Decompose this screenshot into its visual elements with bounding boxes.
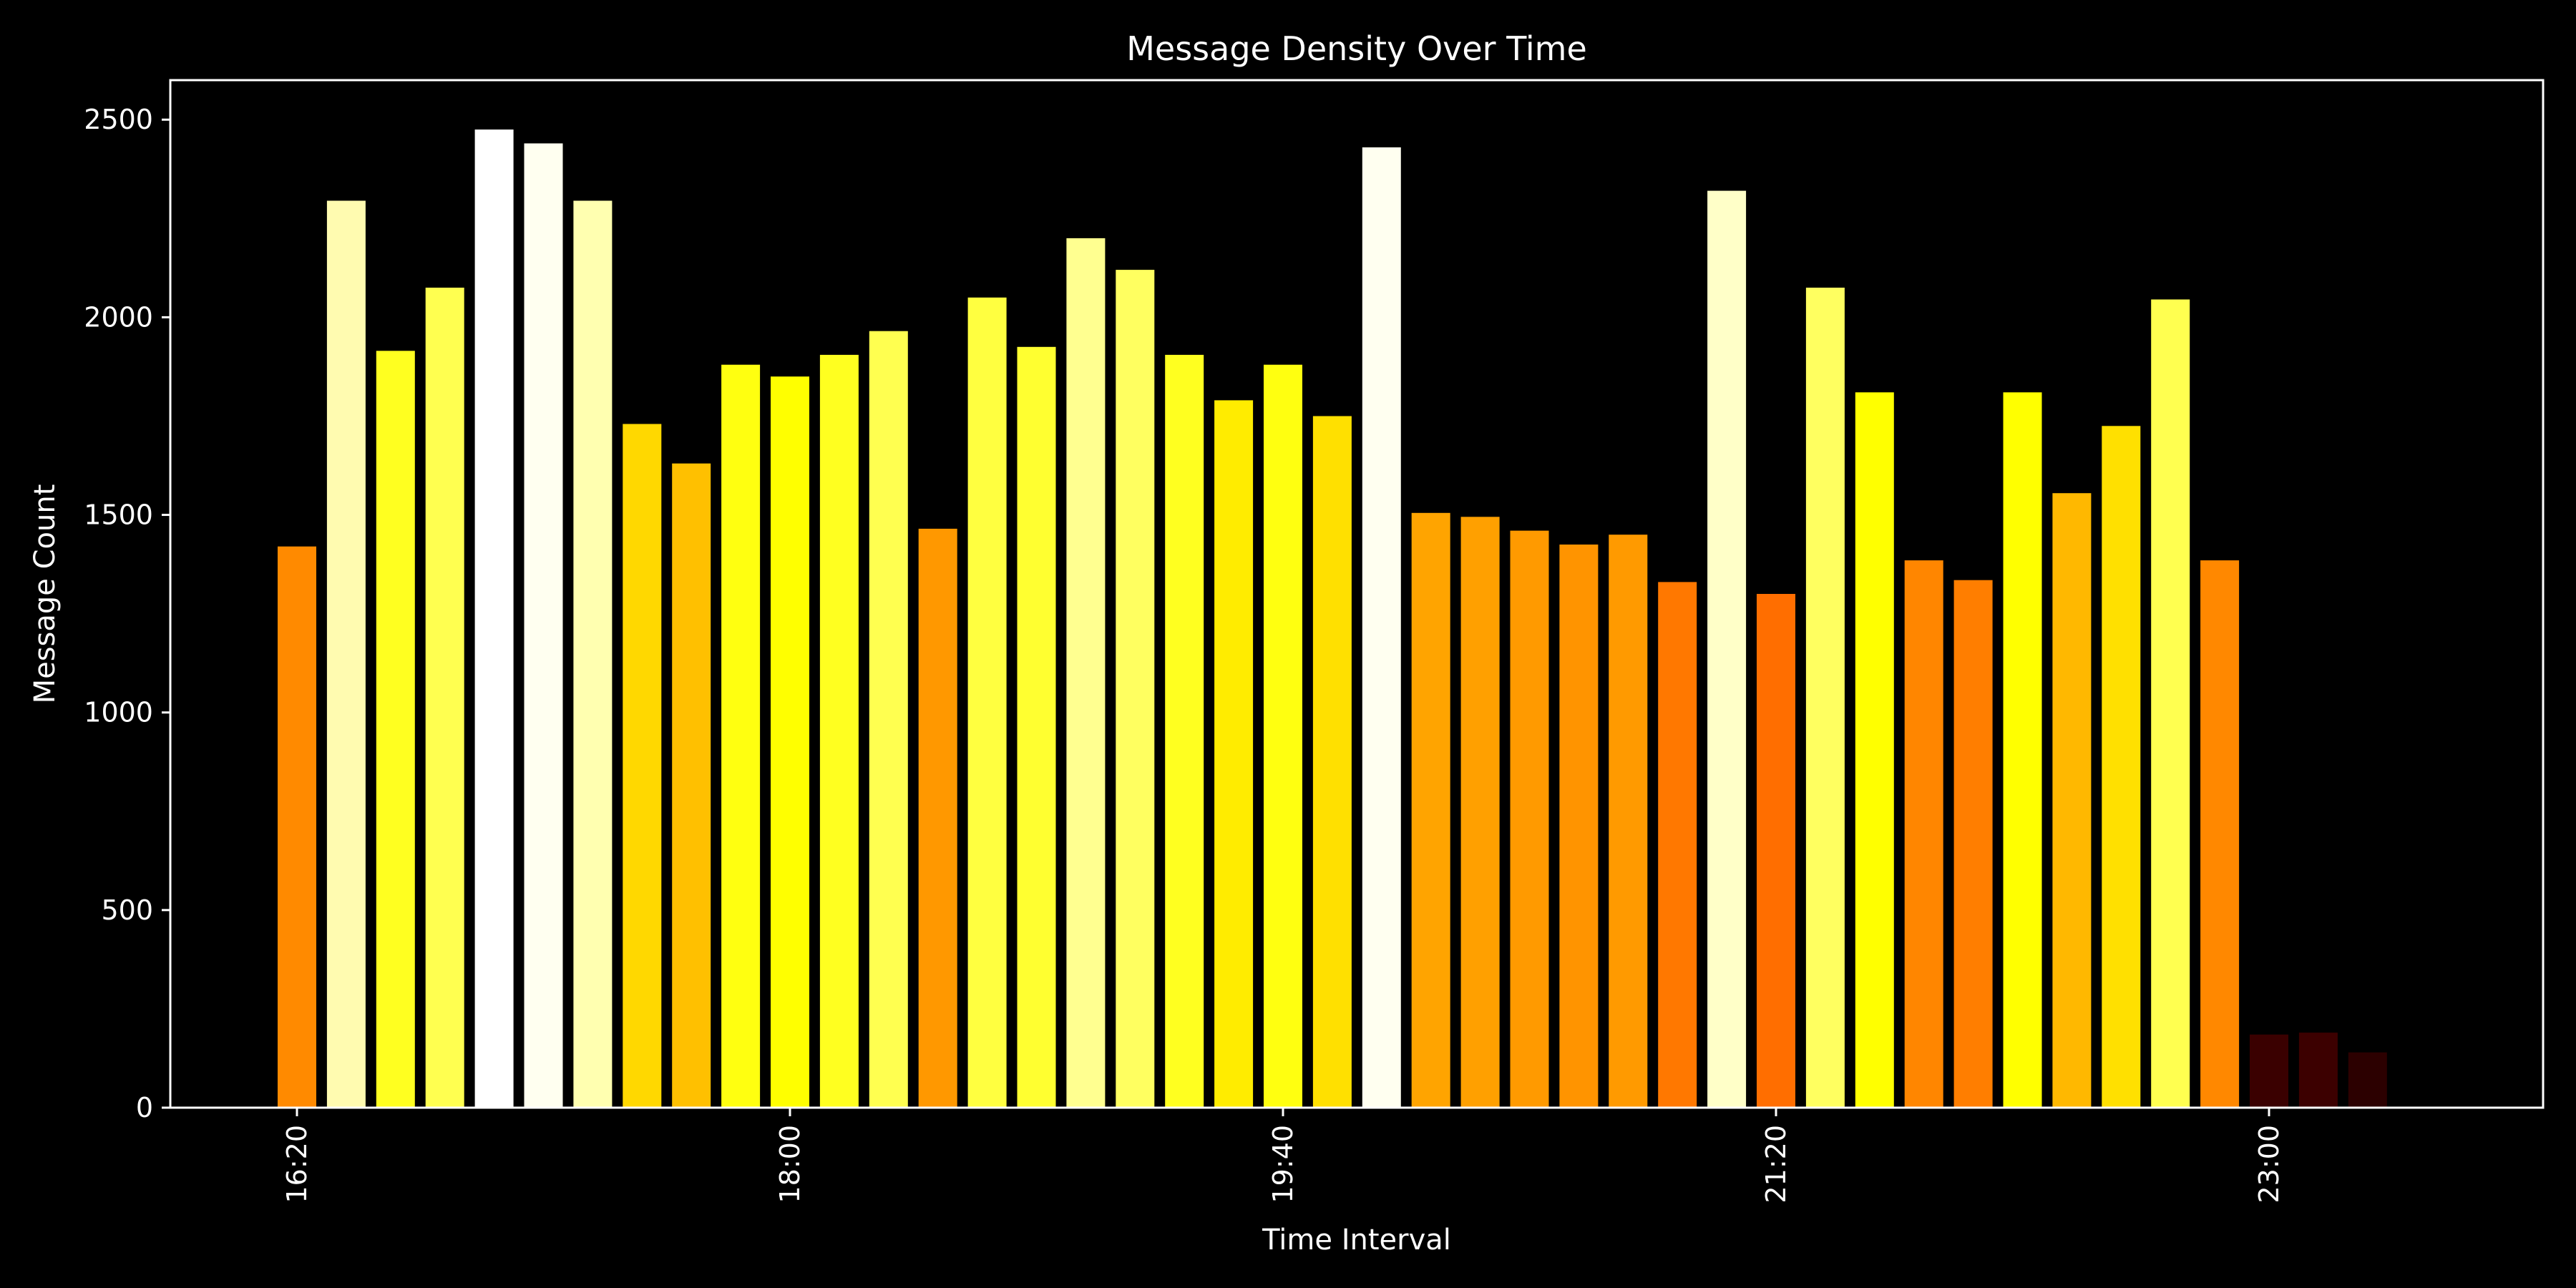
bar-2030 xyxy=(1510,530,1549,1108)
bar-2010 xyxy=(1411,512,1450,1108)
bar-2050 xyxy=(1609,535,1648,1108)
bar-1910 xyxy=(1116,270,1155,1108)
bar-1620 xyxy=(278,546,316,1108)
x-tick-label: 23:00 xyxy=(2253,1125,2285,1204)
bar-1710 xyxy=(524,143,563,1108)
bar-1700 xyxy=(474,130,514,1108)
bar-1900 xyxy=(1066,238,1106,1108)
bar-1650 xyxy=(425,288,464,1108)
bar-1630 xyxy=(326,200,366,1108)
chart-title: Message Density Over Time xyxy=(1126,29,1587,68)
x-tick-label: 18:00 xyxy=(774,1125,806,1204)
bar-2140 xyxy=(1855,392,1894,1108)
x-axis: 16:20 18:00 19:40 21:20 23:00 xyxy=(281,1108,2285,1204)
x-tick-label: 16:20 xyxy=(281,1125,313,1204)
bar-2300 xyxy=(2250,1034,2288,1108)
y-axis: 0 500 1000 1500 2000 2500 xyxy=(84,104,170,1123)
bar-1940 xyxy=(1264,364,1302,1108)
y-tick-label: 500 xyxy=(101,894,153,926)
bars-group xyxy=(278,130,2387,1108)
y-tick-label: 2500 xyxy=(84,104,153,135)
y-axis-label: Message Count xyxy=(29,484,62,704)
bar-2120 xyxy=(1757,594,1795,1108)
bar-2000 xyxy=(1362,147,1401,1108)
bar-2320 xyxy=(2348,1052,2387,1108)
bar-2020 xyxy=(1460,517,1500,1108)
bar-1720 xyxy=(573,200,613,1108)
bar-2210 xyxy=(2003,392,2042,1108)
plot-frame xyxy=(169,79,2545,1109)
bar-2240 xyxy=(2151,299,2190,1108)
bar-1740 xyxy=(672,463,711,1108)
bar-2310 xyxy=(2298,1033,2338,1108)
bar-2040 xyxy=(1559,545,1599,1108)
bar-1930 xyxy=(1214,400,1254,1108)
bar-1950 xyxy=(1312,416,1352,1108)
x-tick-label: 21:20 xyxy=(1760,1125,1792,1204)
bar-1800 xyxy=(771,376,809,1108)
bar-2130 xyxy=(1805,288,1845,1108)
bar-1840 xyxy=(967,297,1007,1108)
bar-1920 xyxy=(1165,354,1204,1108)
y-tick-label: 1000 xyxy=(84,697,153,728)
bar-2220 xyxy=(2052,493,2092,1108)
y-tick-label: 1500 xyxy=(84,499,153,531)
bar-2150 xyxy=(1904,560,1943,1108)
bar-1750 xyxy=(721,364,761,1108)
x-axis-label: Time Interval xyxy=(1262,1224,1451,1257)
bar-2250 xyxy=(2200,560,2240,1108)
bar-1730 xyxy=(623,424,662,1108)
bar-1830 xyxy=(918,528,957,1108)
bar-2110 xyxy=(1707,190,1747,1108)
bar-1640 xyxy=(376,351,415,1108)
bar-2200 xyxy=(1953,580,1993,1108)
x-tick-label: 19:40 xyxy=(1267,1125,1299,1204)
y-tick-label: 2000 xyxy=(84,301,153,333)
y-tick-label: 0 xyxy=(136,1092,153,1123)
bar-2100 xyxy=(1658,582,1697,1108)
bar-2230 xyxy=(2102,426,2141,1108)
bar-1820 xyxy=(869,331,908,1108)
bar-1810 xyxy=(819,354,859,1108)
bar-1850 xyxy=(1017,346,1056,1108)
